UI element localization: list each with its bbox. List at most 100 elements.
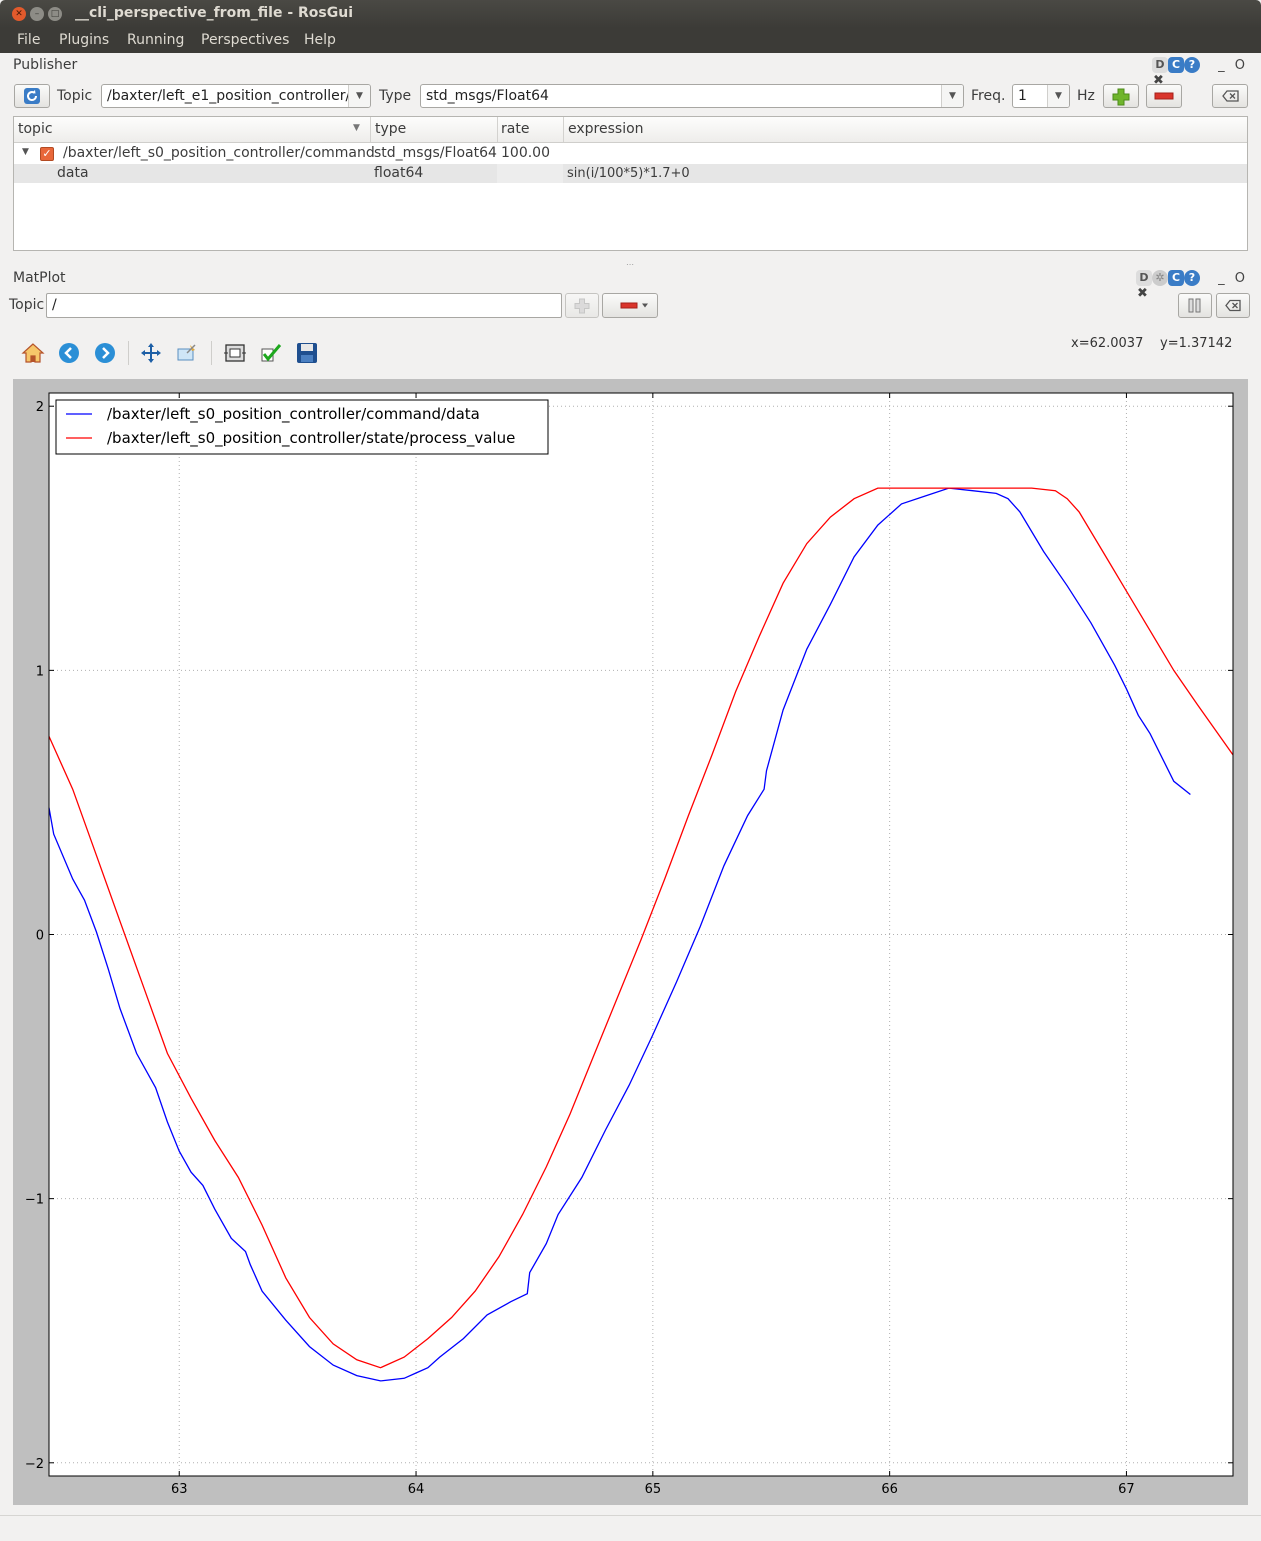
x-tick-label: 66 — [881, 1482, 898, 1497]
forward-icon[interactable] — [93, 341, 117, 365]
remove-publisher-button[interactable] — [1146, 84, 1182, 108]
column-divider[interactable] — [497, 117, 498, 142]
cell-field-type: float64 — [374, 165, 424, 181]
toolbar-separator — [128, 341, 129, 365]
menu-plugins[interactable]: Plugins — [59, 32, 110, 48]
clear-icon — [1225, 299, 1241, 312]
y-tick-label: −2 — [25, 1457, 44, 1472]
dock-minimize-icon[interactable]: _ — [1218, 57, 1225, 73]
topic-label: Topic — [57, 88, 93, 104]
pause-button[interactable] — [1178, 293, 1212, 318]
chevron-down-icon: ▼ — [348, 85, 370, 107]
x-tick-label: 65 — [645, 1482, 662, 1497]
dock-help-icon[interactable]: ? — [1184, 57, 1200, 73]
window-minimize-button[interactable]: – — [30, 7, 44, 21]
legend-entry: /baxter/left_s0_position_controller/stat… — [107, 429, 515, 448]
matplot-topic-label: Topic — [9, 297, 45, 313]
line-chart[interactable]: 63 64 65 66 67 2 1 0 −1 −2/baxter/left_s0_positio… — [13, 379, 1248, 1505]
dock-float-icon[interactable]: O — [1234, 57, 1246, 73]
cell-field-expression[interactable]: sin(i/100*5)*1.7+0 — [567, 166, 690, 181]
column-divider[interactable] — [370, 117, 371, 142]
window-close-button[interactable]: ✕ — [12, 7, 26, 21]
column-header-expression[interactable]: expression — [568, 121, 644, 137]
remove-topic-dropdown[interactable] — [602, 293, 658, 318]
enabled-checkbox[interactable]: ✓ — [40, 147, 54, 161]
dock-minimize-icon[interactable]: _ — [1218, 270, 1225, 286]
clear-publishers-button[interactable] — [1212, 84, 1248, 108]
add-icon — [1112, 88, 1130, 106]
dock-debug-icon[interactable]: D — [1152, 57, 1168, 73]
menu-perspectives[interactable]: Perspectives — [201, 32, 290, 48]
window-titlebar: ✕ – □ __cli_perspective_from_file - RosG… — [0, 0, 1261, 28]
column-header-type[interactable]: type — [375, 121, 407, 137]
dock-close-icon[interactable]: ✖ — [1137, 286, 1148, 301]
publisher-tree: topic ▼ type rate expression ▼ ✓ /baxter… — [13, 116, 1248, 251]
publisher-dock-buttons: D C? _ O ✖ — [1152, 57, 1261, 88]
publisher-tree-header: topic ▼ type rate expression — [14, 117, 1247, 143]
series-line-state — [48, 487, 1234, 1369]
column-header-rate[interactable]: rate — [501, 121, 530, 137]
type-combo-value: std_msgs/Float64 — [426, 88, 549, 104]
zoom-icon[interactable] — [175, 341, 199, 365]
clear-plot-button[interactable] — [1216, 293, 1250, 318]
menu-file[interactable]: File — [17, 32, 41, 48]
x-tick-label: 67 — [1118, 1482, 1135, 1497]
cell-field-name: data — [57, 165, 89, 181]
y-tick-label: 2 — [36, 400, 44, 415]
freq-label: Freq. — [971, 88, 1006, 104]
dock-reload-icon[interactable]: C — [1168, 57, 1184, 73]
window-maximize-button[interactable]: □ — [48, 7, 62, 21]
remove-icon — [620, 302, 648, 309]
pan-icon[interactable] — [139, 341, 163, 365]
subplots-icon[interactable] — [223, 341, 247, 365]
refresh-button[interactable] — [14, 84, 50, 108]
tree-row-field[interactable]: data float64 sin(i/100*5)*1.7+0 — [14, 164, 1247, 183]
dock-debug-icon[interactable]: D — [1136, 270, 1152, 286]
clear-icon — [1222, 90, 1239, 102]
status-bar — [0, 1515, 1261, 1541]
menu-running[interactable]: Running — [127, 32, 185, 48]
topic-combo-value: /baxter/left_e1_position_controller/ — [107, 88, 351, 104]
home-icon[interactable] — [21, 341, 45, 365]
chevron-down-icon: ▼ — [1047, 85, 1069, 107]
cell-rate[interactable]: 100.00 — [501, 145, 550, 161]
cursor-y-readout: y=1.37142 — [1160, 336, 1233, 351]
menubar: File Plugins Running Perspectives Help — [0, 28, 1261, 53]
toolbar-separator — [211, 341, 212, 365]
chevron-down-icon: ▼ — [941, 85, 963, 107]
plot-canvas[interactable]: 63 64 65 66 67 2 1 0 −1 −2/baxter/left_s0_positio… — [13, 379, 1248, 1505]
add-icon — [574, 298, 590, 314]
matplot-dock-title: MatPlot — [13, 270, 66, 286]
add-topic-button[interactable] — [565, 293, 599, 318]
type-label: Type — [379, 88, 412, 104]
matplot-topic-input[interactable]: / — [46, 293, 562, 318]
freq-combo-value: 1 — [1018, 88, 1027, 104]
legend-entry: /baxter/left_s0_position_controller/comm… — [107, 405, 480, 424]
dock-reload-icon[interactable]: C — [1168, 270, 1184, 286]
remove-icon — [1154, 92, 1174, 100]
save-icon[interactable] — [295, 341, 319, 365]
column-header-topic[interactable]: topic — [18, 121, 53, 137]
menu-help[interactable]: Help — [304, 32, 336, 48]
matplot-topic-value: / — [52, 297, 57, 313]
add-publisher-button[interactable] — [1103, 84, 1139, 108]
column-divider[interactable] — [563, 117, 564, 142]
dock-float-icon[interactable]: O — [1234, 270, 1246, 286]
gear-icon[interactable]: ✲ — [1152, 270, 1168, 286]
cursor-x-readout: x=62.0037 — [1071, 336, 1144, 351]
freq-combo[interactable]: 1 ▼ — [1012, 84, 1070, 108]
dock-close-icon[interactable]: ✖ — [1153, 73, 1164, 88]
legend-box — [55, 399, 549, 455]
y-tick-label: −1 — [25, 1193, 44, 1208]
refresh-icon — [24, 88, 40, 104]
x-tick-label: 64 — [408, 1482, 425, 1497]
edit-icon[interactable] — [259, 341, 283, 365]
splitter-handle[interactable]: ⋯ — [626, 260, 635, 269]
dock-help-icon[interactable]: ? — [1184, 270, 1200, 286]
tree-row-publisher[interactable]: ▼ ✓ /baxter/left_s0_position_controller/… — [14, 144, 1247, 164]
type-combo[interactable]: std_msgs/Float64 ▼ — [420, 84, 964, 108]
expand-arrow-icon[interactable]: ▼ — [22, 147, 29, 157]
topic-combo[interactable]: /baxter/left_e1_position_controller/ ▼ — [101, 84, 371, 108]
back-icon[interactable] — [57, 341, 81, 365]
cell-field-rate — [497, 164, 563, 183]
